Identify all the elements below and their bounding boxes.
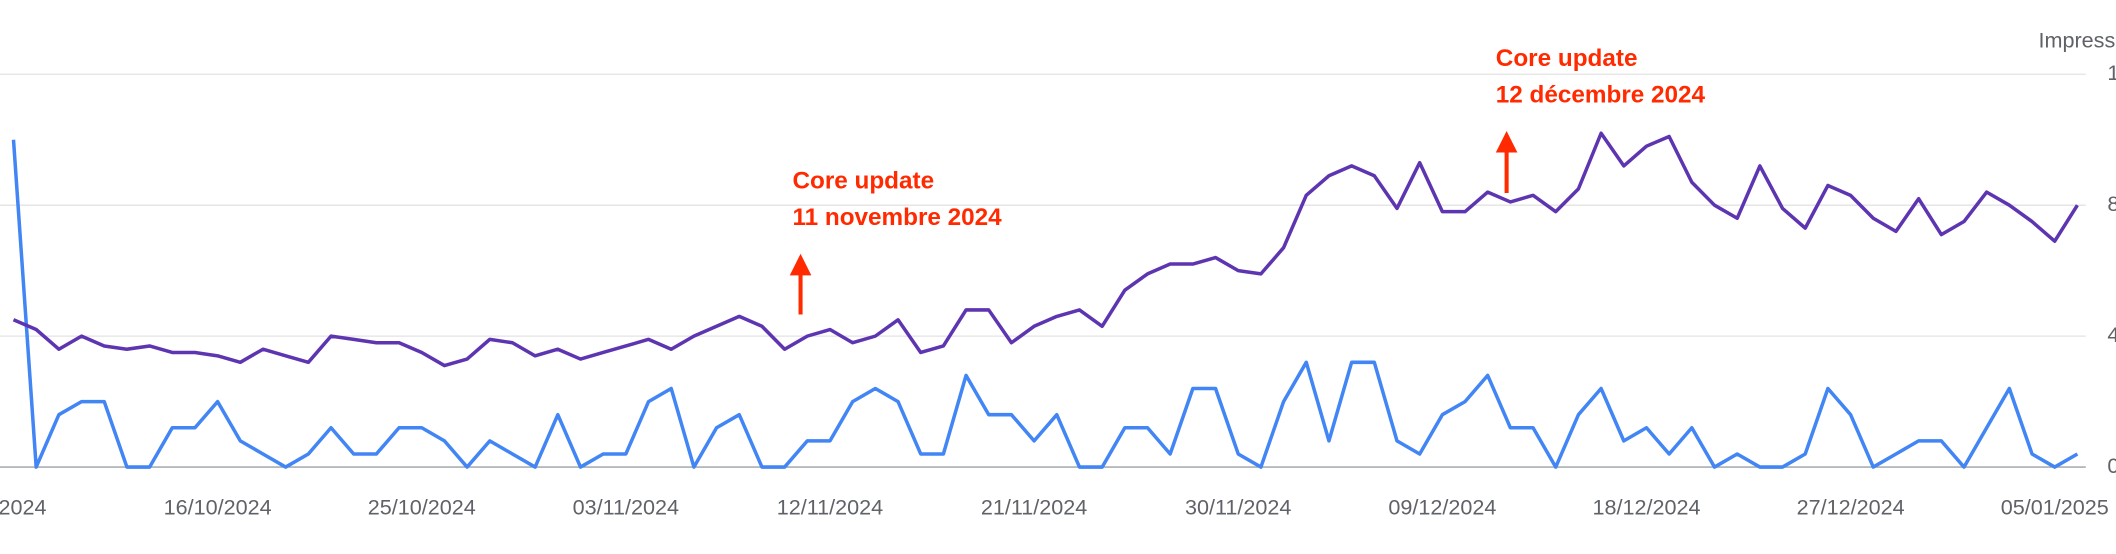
y-tick-label: 8: [2107, 191, 2116, 216]
x-tick-label: 12/11/2024: [777, 495, 883, 520]
annotation-arrowhead: [1495, 130, 1518, 153]
y-tick-label: 1: [2107, 60, 2116, 85]
annotation-text: 11 novembre 2024: [792, 204, 1002, 231]
x-tick-label: 16/10/2024: [164, 495, 272, 520]
annotation-text: 12 décembre 2024: [1496, 81, 1706, 108]
x-tick-label: 0/2024: [0, 495, 47, 520]
x-tick-label: 25/10/2024: [368, 495, 476, 520]
series-line: [11, 139, 2079, 469]
y-tick-label: 4: [2107, 322, 2116, 347]
x-tick-label: 30/11/2024: [1185, 495, 1291, 520]
y-tick-label: 0: [2107, 453, 2116, 478]
x-tick-label: 18/12/2024: [1592, 495, 1700, 520]
x-tick-label: 05/01/2025: [2001, 495, 2109, 520]
annotation-text: Core update: [1496, 45, 1638, 72]
series-line: [12, 131, 2079, 368]
y-axis-title: Impress: [2039, 28, 2116, 53]
x-tick-label: 27/12/2024: [1797, 495, 1905, 520]
annotation-text: Core update: [792, 168, 934, 195]
x-tick-label: 21/11/2024: [981, 495, 1087, 520]
annotation-arrowhead: [789, 253, 812, 276]
x-tick-label: 03/11/2024: [573, 495, 679, 520]
grid: [0, 73, 2086, 468]
labels: 0 4 8 1 0/2024 16/10/2024 25/10/2024 03/11/2024…: [0, 45, 2116, 520]
lines: [11, 131, 2079, 469]
x-tick-label: 09/12/2024: [1388, 495, 1496, 520]
